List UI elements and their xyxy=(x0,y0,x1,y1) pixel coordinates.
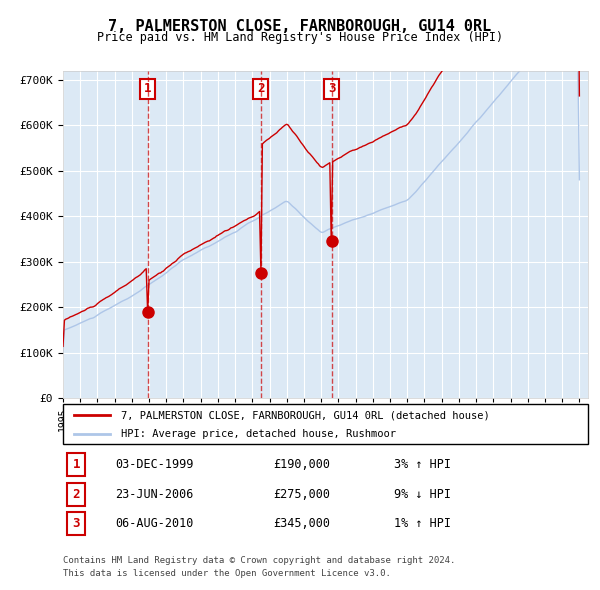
Text: 3: 3 xyxy=(73,517,80,530)
Text: 2: 2 xyxy=(73,487,80,501)
Text: Price paid vs. HM Land Registry's House Price Index (HPI): Price paid vs. HM Land Registry's House … xyxy=(97,31,503,44)
Text: 03-DEC-1999: 03-DEC-1999 xyxy=(115,458,194,471)
Text: 3: 3 xyxy=(328,82,335,95)
Text: 7, PALMERSTON CLOSE, FARNBOROUGH, GU14 0RL (detached house): 7, PALMERSTON CLOSE, FARNBOROUGH, GU14 0… xyxy=(121,411,490,421)
Text: 1: 1 xyxy=(73,458,80,471)
Text: 23-JUN-2006: 23-JUN-2006 xyxy=(115,487,194,501)
Text: 2: 2 xyxy=(257,82,265,95)
Text: £190,000: £190,000 xyxy=(273,458,330,471)
Text: 1% ↑ HPI: 1% ↑ HPI xyxy=(394,517,451,530)
Text: HPI: Average price, detached house, Rushmoor: HPI: Average price, detached house, Rush… xyxy=(121,430,396,439)
Text: 06-AUG-2010: 06-AUG-2010 xyxy=(115,517,194,530)
Text: 3% ↑ HPI: 3% ↑ HPI xyxy=(394,458,451,471)
Text: £345,000: £345,000 xyxy=(273,517,330,530)
Text: Contains HM Land Registry data © Crown copyright and database right 2024.: Contains HM Land Registry data © Crown c… xyxy=(63,556,455,565)
Text: 7, PALMERSTON CLOSE, FARNBOROUGH, GU14 0RL: 7, PALMERSTON CLOSE, FARNBOROUGH, GU14 0… xyxy=(109,19,491,34)
Text: This data is licensed under the Open Government Licence v3.0.: This data is licensed under the Open Gov… xyxy=(63,569,391,578)
Text: 1: 1 xyxy=(144,82,151,95)
Text: 9% ↓ HPI: 9% ↓ HPI xyxy=(394,487,451,501)
Text: £275,000: £275,000 xyxy=(273,487,330,501)
FancyBboxPatch shape xyxy=(63,404,588,444)
